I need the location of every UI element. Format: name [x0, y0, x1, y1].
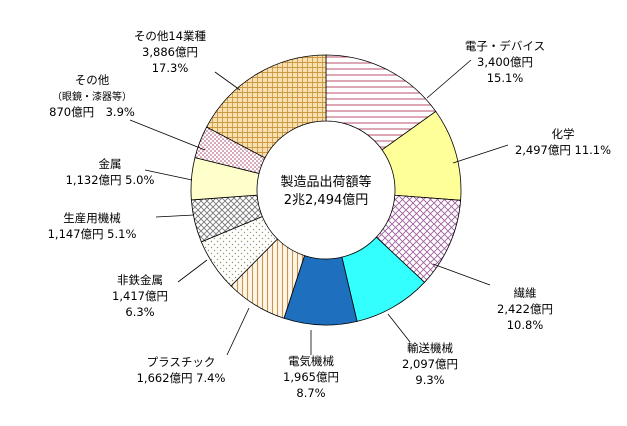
slice-3-label-value: 2,422億円	[497, 302, 553, 316]
slice-11-label-percent: 17.3%	[152, 61, 189, 75]
slice-9-label-name: 金属	[99, 157, 122, 171]
slice-11-label-value: 3,886億円	[142, 45, 198, 59]
slices-layer	[190, 54, 462, 326]
center-label-line-2: 2兆2,494億円	[284, 192, 369, 208]
center-label-line-1: 製造品出荷額等	[280, 174, 371, 190]
slice-3-label-name: 繊維	[514, 286, 537, 300]
slice-2-label-name: 化学	[552, 127, 575, 141]
leader-line-3	[432, 263, 491, 286]
leader-line-4	[387, 313, 411, 343]
slice-11-label-name: その他14業種	[134, 29, 207, 43]
slice-3-label-percent: 10.8%	[507, 318, 544, 332]
slice-5-label-value: 1,965億円	[283, 370, 339, 384]
leader-line-1	[426, 59, 472, 99]
slice-4-label-value: 2,097億円	[402, 357, 458, 371]
leader-line-7	[177, 259, 208, 283]
slice-7-label-value: 1,417億円	[112, 289, 168, 303]
leader-line-10	[129, 119, 206, 151]
slice-4-label-percent: 9.3%	[415, 373, 444, 387]
slice-4-label-name: 輸送機械	[407, 341, 453, 355]
slice-10-label-name: その他	[75, 73, 110, 87]
slice-6-label-value_percent: 1,662億円 7.4%	[137, 371, 226, 385]
leader-line-9	[144, 169, 193, 181]
slice-8-label-value_percent: 1,147億円 5.1%	[48, 227, 137, 241]
slice-5-label-percent: 8.7%	[296, 386, 325, 400]
leader-lines	[129, 59, 509, 356]
slice-1-label-value: 3,400億円	[477, 55, 533, 69]
leader-line-6	[226, 307, 250, 356]
slice-5-label-name: 電気機械	[288, 354, 334, 368]
slice-1-label-name: 電子・デバイス	[465, 39, 545, 53]
slice-6-label-name: プラスチック	[147, 355, 216, 369]
slice-11	[206, 54, 327, 159]
slice-2-label-value_percent: 2,497億円 11.1%	[515, 143, 611, 157]
slice-10-label-value_percent: 870億円 3.9%	[49, 105, 135, 119]
leader-line-8	[155, 214, 195, 218]
leader-line-2	[452, 144, 509, 164]
slice-1-label-percent: 15.1%	[487, 71, 524, 85]
labels-layer: 電子・デバイス 3,400億円 15.1% 化学 2,497億円 11.1% 繊維 2,42…	[48, 29, 612, 400]
slice-7-label-percent: 6.3%	[125, 305, 154, 319]
center-label: 製造品出荷額等 2兆2,494億円	[280, 174, 371, 208]
leader-line-11	[214, 71, 241, 91]
slice-10-label-subname: （眼鏡・漆器等）	[52, 90, 132, 103]
slice-9-label-value_percent: 1,132億円 5.0%	[66, 173, 155, 187]
slice-8-label-name: 生産用機械	[63, 211, 121, 225]
slice-7-label-name: 非鉄金属	[117, 273, 163, 287]
